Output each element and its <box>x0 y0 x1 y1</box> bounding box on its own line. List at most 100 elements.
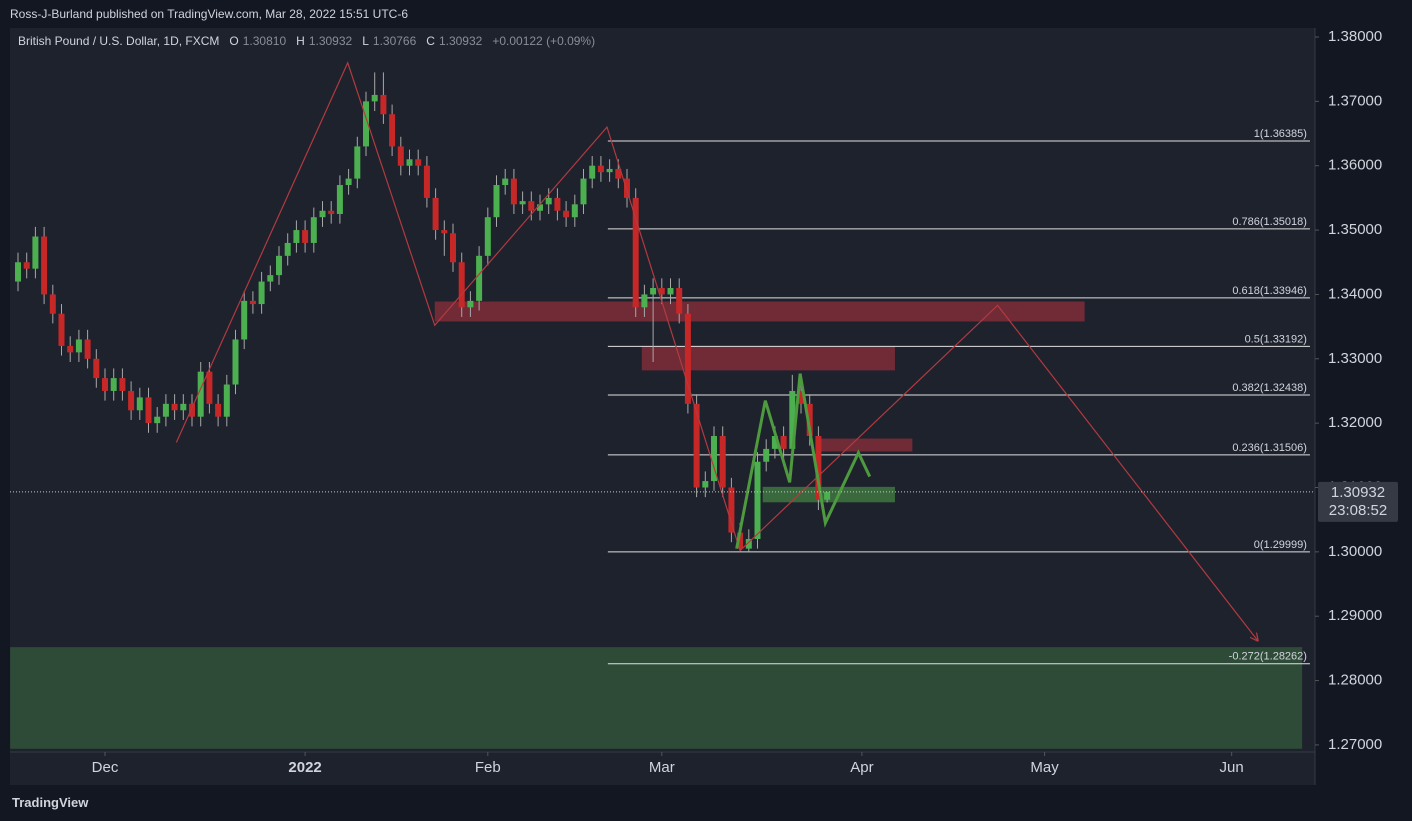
candle-body <box>467 300 474 308</box>
candle-body <box>676 287 683 314</box>
candle-body <box>102 378 109 391</box>
candle-body <box>693 403 700 488</box>
candle-body <box>258 281 265 305</box>
candle-body <box>276 255 283 276</box>
candle-body <box>363 101 370 147</box>
candle-body <box>528 201 535 211</box>
candle-body <box>589 165 596 179</box>
candle-body <box>223 384 230 417</box>
y-tick-label: 1.28000 <box>1328 672 1382 689</box>
candle-body <box>737 532 744 549</box>
candle-body <box>180 403 187 411</box>
change-value: +0.00122 (+0.09%) <box>492 34 596 48</box>
candle-body <box>389 114 396 147</box>
candle-body <box>197 371 204 417</box>
candle-body <box>580 178 587 205</box>
candle-body <box>571 204 578 218</box>
candle-body <box>406 159 413 166</box>
x-tick-label: Dec <box>92 759 119 776</box>
candle-body <box>789 390 796 449</box>
candle-body <box>650 287 657 295</box>
candle-body <box>328 210 335 214</box>
x-tick-label: May <box>1030 759 1059 776</box>
candle-body <box>310 217 317 243</box>
candle-body <box>798 390 805 404</box>
candle-body <box>215 403 222 417</box>
y-tick-label: 1.35000 <box>1328 221 1382 238</box>
fib-label: -0.272(1.28262) <box>1229 651 1307 663</box>
candle-body <box>806 403 813 437</box>
brand-logo[interactable]: TradingView <box>12 795 89 810</box>
candle-body <box>354 146 361 179</box>
candle-body <box>110 378 117 391</box>
candle-body <box>641 294 648 308</box>
candle-body <box>75 339 82 353</box>
candle-body <box>249 300 256 305</box>
candle-body <box>154 416 161 424</box>
candle-body <box>545 197 552 205</box>
fib-label: 0.618(1.33946) <box>1232 285 1307 297</box>
candle-body <box>624 178 631 198</box>
candle-body <box>658 287 665 295</box>
candle-body <box>23 262 30 269</box>
candle-body <box>58 313 65 346</box>
y-tick-label: 1.27000 <box>1328 736 1382 753</box>
candle-body <box>563 210 570 218</box>
ohlc-value: 1.30932 <box>438 34 483 48</box>
candle-body <box>284 242 291 256</box>
candle-body <box>606 168 613 173</box>
y-tick-label: 1.36000 <box>1328 157 1382 174</box>
trend-drawing <box>735 373 872 549</box>
fib-label: 0.5(1.33192) <box>1245 333 1307 345</box>
candle-body <box>493 185 500 218</box>
candle-body <box>397 146 404 166</box>
candle-body <box>441 230 448 234</box>
candle-body <box>136 397 143 411</box>
trend-drawing <box>175 61 1257 641</box>
zone <box>641 346 895 371</box>
ohlc-label: H <box>296 34 305 48</box>
candle-body <box>206 371 213 404</box>
candle-body <box>41 236 48 295</box>
candle-body <box>684 313 691 404</box>
fib-label: 0.786(1.35018) <box>1232 216 1307 228</box>
candle-body <box>49 294 56 314</box>
ohlc-label: O <box>229 34 239 48</box>
candle-body <box>771 436 778 449</box>
candle-body <box>458 262 465 308</box>
y-tick-label: 1.37000 <box>1328 92 1382 109</box>
candle-body <box>15 262 22 282</box>
candle-body <box>267 275 274 282</box>
candle-body <box>824 491 831 500</box>
y-tick-label: 1.38000 <box>1328 28 1382 45</box>
candle-body <box>450 233 457 263</box>
zone <box>434 301 1085 322</box>
y-tick-label: 1.34000 <box>1328 285 1382 302</box>
y-tick-label: 1.30000 <box>1328 543 1382 560</box>
candle-body <box>336 185 343 214</box>
ohlc-label: C <box>426 34 435 48</box>
candle-body <box>667 287 674 295</box>
ohlc-value: 1.30810 <box>242 34 287 48</box>
candle-body <box>476 255 483 301</box>
candle-body <box>415 159 422 166</box>
candle-body <box>345 178 352 186</box>
candle-body <box>67 345 74 353</box>
candle-body <box>728 487 735 533</box>
candle-body <box>84 339 91 359</box>
ohlc-value: 1.30932 <box>308 34 353 48</box>
x-tick-label: Jun <box>1220 759 1244 776</box>
candle-body <box>519 201 526 205</box>
y-tick-label: 1.32000 <box>1328 414 1382 431</box>
candle-body <box>615 168 622 179</box>
candle-body <box>232 339 239 385</box>
countdown-label: 23:08:52 <box>1329 502 1387 519</box>
ohlc-value: 1.30766 <box>372 34 417 48</box>
candle-body <box>145 397 152 424</box>
x-tick-label: Mar <box>649 759 675 776</box>
candle-body <box>554 197 561 211</box>
candle-body <box>162 403 169 417</box>
